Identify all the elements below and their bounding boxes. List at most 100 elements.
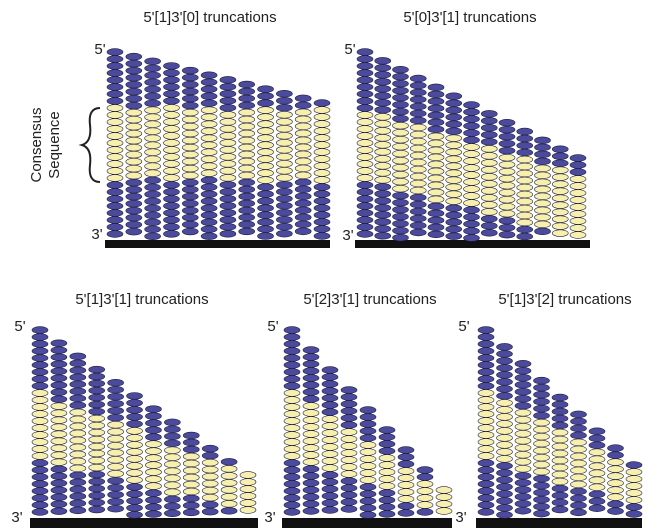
flank-base (108, 491, 124, 498)
flank-base (535, 144, 551, 151)
consensus-base (70, 416, 86, 423)
consensus-base (314, 142, 330, 149)
flank-base (145, 93, 161, 100)
consensus-base (164, 475, 180, 482)
flank-base (163, 77, 179, 84)
flank-base (201, 177, 217, 184)
consensus-base (127, 435, 143, 442)
flank-base (410, 89, 426, 96)
flank-base (626, 504, 642, 511)
consensus-base (341, 450, 357, 457)
consensus-base (89, 436, 105, 443)
consensus-base (464, 186, 480, 193)
consensus-base (295, 144, 311, 151)
flank-base (499, 133, 515, 140)
consensus-base (164, 482, 180, 489)
flank-base (303, 466, 319, 473)
flank-base (127, 414, 143, 421)
consensus-base (552, 174, 568, 181)
consensus-base (375, 176, 391, 183)
consensus-base (589, 484, 605, 491)
flank-base (295, 221, 311, 228)
flank-base (393, 101, 409, 108)
flank-base (89, 485, 105, 492)
flank-base (515, 493, 531, 500)
five-prime-label: 5' (267, 318, 278, 335)
flank-base (258, 212, 274, 219)
consensus-base (517, 170, 533, 177)
flank-base (322, 500, 338, 507)
flank-base (570, 155, 586, 162)
consensus-base (163, 175, 179, 182)
flank-base (220, 90, 236, 97)
consensus-base (107, 126, 123, 133)
flank-base (126, 74, 142, 81)
consensus-base (436, 494, 452, 501)
consensus-base (127, 456, 143, 463)
consensus-base (163, 154, 179, 161)
flank-base (70, 500, 86, 507)
flank-base (107, 182, 123, 189)
flank-base (108, 407, 124, 414)
consensus-base (276, 146, 292, 153)
consensus-base (239, 172, 255, 179)
flank-base (164, 426, 180, 433)
flank-base (357, 203, 373, 210)
flank-base (517, 142, 533, 149)
flank-base (127, 505, 143, 512)
flank-base (481, 117, 497, 124)
flank-base (626, 511, 642, 518)
consensus-base (446, 170, 462, 177)
flank-base (70, 486, 86, 493)
three-prime-label: 3' (264, 509, 275, 526)
flank-base (202, 452, 218, 459)
consensus-base (201, 142, 217, 149)
flank-base (182, 193, 198, 200)
flank-base (478, 481, 494, 488)
flank-base (220, 104, 236, 111)
flank-base (357, 91, 373, 98)
consensus-base (89, 457, 105, 464)
consensus-base (341, 436, 357, 443)
consensus-base (322, 437, 338, 444)
consensus-base (571, 474, 587, 481)
consensus-base (517, 163, 533, 170)
consensus-base (164, 447, 180, 454)
flank-base (375, 232, 391, 239)
consensus-base (51, 445, 67, 452)
flank-base (220, 223, 236, 230)
consensus-base (428, 147, 444, 154)
flank-base (478, 509, 494, 516)
consensus-base (410, 138, 426, 145)
flank-base (145, 427, 161, 434)
consensus-base (126, 151, 142, 158)
consensus-base (446, 156, 462, 163)
flank-base (517, 128, 533, 135)
flank-base (375, 64, 391, 71)
consensus-base (51, 438, 67, 445)
flank-base (589, 491, 605, 498)
flank-base (145, 490, 161, 497)
flank-base (182, 74, 198, 81)
consensus-base (220, 118, 236, 125)
consensus-base (393, 178, 409, 185)
consensus-base (182, 144, 198, 151)
flank-base (478, 460, 494, 467)
flank-base (284, 495, 300, 502)
consensus-base (239, 158, 255, 165)
flank-base (163, 98, 179, 105)
consensus-base (145, 135, 161, 142)
consensus-base (608, 466, 624, 473)
flank-base (126, 207, 142, 214)
flank-base (517, 149, 533, 156)
flank-base (481, 138, 497, 145)
flank-base (126, 60, 142, 67)
consensus-label-line: Sequence (46, 111, 63, 179)
consensus-base (220, 153, 236, 160)
flank-base (360, 414, 376, 421)
flank-base (428, 203, 444, 210)
flank-base (428, 98, 444, 105)
flank-base (107, 98, 123, 105)
flank-base (589, 442, 605, 449)
flank-base (314, 226, 330, 233)
